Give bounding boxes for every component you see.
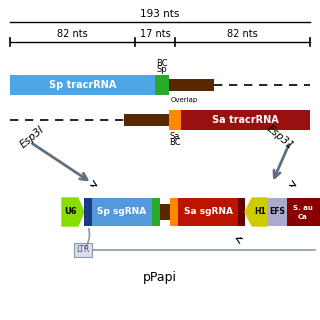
Text: Sp: Sp	[157, 65, 167, 74]
Bar	[181, 110, 310, 130]
Bar	[10, 75, 155, 95]
Bar	[170, 198, 178, 226]
Text: Esp31: Esp31	[264, 123, 295, 151]
Text: H1: H1	[254, 207, 266, 217]
Bar	[178, 198, 238, 226]
Bar	[238, 198, 245, 226]
Text: EFS: EFS	[269, 207, 285, 217]
Bar	[155, 75, 169, 95]
Text: Sa tracrRNA: Sa tracrRNA	[212, 115, 279, 125]
Text: Sa sgRNA: Sa sgRNA	[183, 207, 233, 217]
Text: Ca: Ca	[298, 214, 308, 220]
Bar	[74, 243, 92, 257]
Bar	[267, 198, 287, 226]
Text: Sp sgRNA: Sp sgRNA	[97, 207, 147, 217]
Text: 82 nts: 82 nts	[57, 29, 88, 39]
Text: Overlap: Overlap	[171, 97, 198, 103]
Bar	[92, 198, 152, 226]
Bar	[84, 198, 92, 226]
Bar	[287, 198, 320, 226]
Text: pPapi: pPapi	[143, 271, 177, 284]
Text: Esp3I: Esp3I	[18, 124, 46, 150]
Bar	[169, 79, 214, 91]
Text: Sa: Sa	[170, 132, 180, 141]
Text: U6: U6	[64, 207, 77, 217]
Text: BC: BC	[156, 59, 168, 68]
Bar	[124, 114, 169, 126]
Text: LTR: LTR	[76, 245, 90, 254]
Bar	[169, 110, 181, 130]
Text: 193 nts: 193 nts	[140, 9, 180, 19]
Polygon shape	[62, 198, 84, 226]
Bar	[160, 204, 170, 220]
Polygon shape	[245, 198, 267, 226]
Text: 82 nts: 82 nts	[227, 29, 258, 39]
Text: Sp tracrRNA: Sp tracrRNA	[49, 80, 116, 90]
Bar	[152, 198, 160, 226]
Text: BC: BC	[169, 138, 181, 147]
Text: 17 nts: 17 nts	[140, 29, 170, 39]
Text: S. au: S. au	[293, 205, 313, 211]
